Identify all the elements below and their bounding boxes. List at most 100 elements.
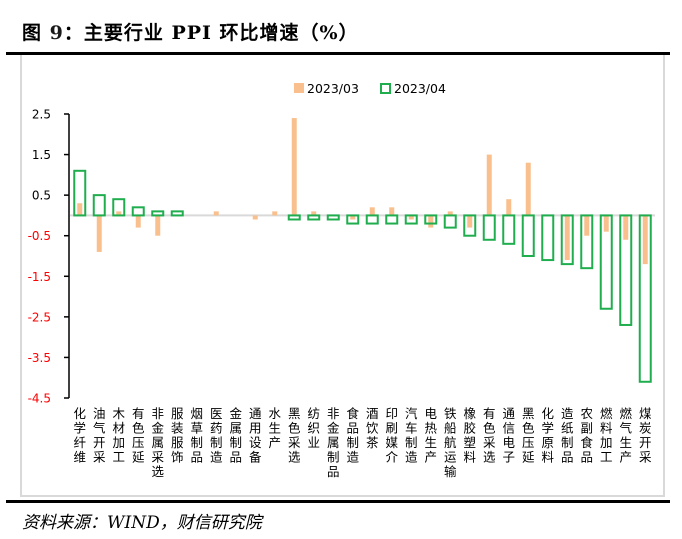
x-category-label: 化学纤维	[73, 406, 86, 465]
x-category-label: 有色采选	[483, 406, 496, 465]
bar-2023-04-17	[385, 214, 399, 225]
x-category-label: 烟草制品	[190, 406, 203, 465]
x-category-label: 通信电子	[502, 406, 515, 465]
y-tick-label: -1.5	[28, 270, 51, 284]
bar-2023-03-20	[447, 211, 453, 216]
bar-2023-03-22	[486, 154, 492, 216]
bar-2023-04-21	[463, 214, 477, 237]
x-category-label: 电热生产	[424, 406, 437, 465]
x-category-label: 非金属采选	[151, 406, 164, 479]
bar-2023-03-16	[369, 207, 375, 216]
bar-2023-04-19	[424, 214, 438, 225]
figure-title-text: ：主要行业 PPI 环比增速（%）	[63, 22, 359, 44]
y-tick-label: -3.5	[28, 351, 51, 365]
bar-2023-03-12	[291, 118, 297, 216]
legend-swatch-2023-03	[294, 83, 304, 93]
bar-2023-04-23	[502, 214, 516, 245]
x-category-label: 汽车制造	[405, 406, 418, 465]
legend: 2023/03 2023/04	[294, 81, 446, 96]
bar-2023-03-26	[564, 215, 570, 261]
legend-swatch-2023-04	[380, 83, 391, 94]
bar-2023-03-17	[389, 207, 395, 216]
series-2023-04-bars	[73, 169, 652, 383]
x-category-label: 医药制造	[210, 406, 223, 465]
source-note: 资料来源：WIND，财信研究院	[22, 513, 262, 533]
bar-2023-03-29	[623, 215, 629, 240]
x-category-label: 酒饮茶	[366, 406, 379, 450]
bar-2023-04-30	[638, 214, 652, 383]
bar-2023-04-24	[521, 214, 535, 258]
bar-2023-04-4	[131, 206, 145, 217]
bar-2023-03-18	[408, 215, 414, 220]
x-category-label: 黑色采选	[288, 406, 301, 465]
x-category-label: 化学原料	[541, 406, 554, 465]
x-category-label: 服装服饰	[171, 406, 184, 465]
bar-2023-04-27	[580, 214, 594, 270]
x-category-label: 食品制造	[346, 406, 359, 465]
bar-2023-04-18	[404, 214, 418, 225]
bar-2023-04-15	[346, 214, 360, 225]
bar-2023-04-2	[92, 194, 106, 217]
series-2023-03-bars	[77, 118, 648, 265]
bar-2023-03-21	[467, 215, 473, 228]
bar-2023-04-13	[307, 214, 321, 221]
bar-2023-04-16	[365, 214, 379, 225]
x-category-label: 燃气生产	[619, 406, 632, 465]
x-axis-category-labels: 化学纤维油气开采木材加工有色压延非金属采选服装服饰烟草制品医药制造金属制品通用设…	[73, 406, 652, 479]
chart-frame	[20, 55, 665, 497]
x-category-label: 水生产	[268, 406, 281, 450]
bar-2023-04-29	[619, 214, 633, 326]
y-tick-label: 0.5	[32, 189, 51, 203]
x-category-label: 燃料加工	[600, 406, 613, 465]
x-category-label: 印刷媒介	[385, 406, 398, 465]
bar-2023-04-20	[443, 214, 457, 229]
x-category-label: 通用设备	[249, 406, 262, 465]
x-category-label: 煤炭开采	[639, 406, 652, 465]
x-category-label: 有色压延	[132, 406, 145, 465]
bar-2023-04-28	[599, 214, 613, 310]
y-tick-label: 2.5	[32, 108, 51, 122]
bar-2023-03-27	[584, 215, 590, 236]
bar-2023-03-4	[135, 215, 141, 228]
bar-2023-03-30	[642, 215, 648, 265]
y-tick-label: -4.5	[28, 392, 51, 406]
figure-title: 图 9：主要行业 PPI 环比增速（%）	[22, 18, 359, 45]
bar-2023-03-19	[428, 215, 434, 228]
bar-2023-03-23	[506, 199, 512, 216]
y-tick-label: -0.5	[28, 229, 51, 243]
bar-2023-04-6	[170, 210, 184, 217]
bar-2023-04-1	[73, 169, 87, 217]
x-category-label: 农副食品	[580, 406, 593, 465]
y-tick-label: -2.5	[28, 310, 51, 324]
figure-title-prefix: 图	[22, 22, 50, 44]
bar-2023-03-3	[116, 211, 122, 216]
bar-2023-03-11	[272, 211, 278, 216]
x-category-label: 油气开采	[93, 406, 106, 465]
x-category-label: 纺织业	[307, 406, 320, 450]
bar-2023-03-5	[155, 215, 161, 236]
bar-2023-03-2	[96, 215, 102, 252]
bar-2023-03-24	[525, 162, 531, 216]
title-rule	[6, 52, 670, 55]
bar-2023-04-12	[287, 214, 301, 221]
x-category-label: 非金属制品	[327, 406, 340, 479]
bar-2023-03-8	[213, 211, 219, 216]
bar-2023-04-22	[482, 214, 496, 241]
legend-label-2023-04: 2023/04	[394, 81, 446, 96]
x-category-label: 铁船航运输	[444, 406, 457, 479]
y-axis: 2.5 1.5 0.5 -0.5 -1.5 -2.5 -3.5 -4.5	[28, 108, 70, 406]
source-rule	[6, 500, 670, 503]
bar-2023-03-10	[252, 215, 258, 220]
bar-2023-03-1	[77, 203, 83, 216]
bar-2023-04-5	[151, 210, 165, 217]
bar-2023-04-14	[326, 214, 340, 221]
bar-2023-03-15	[350, 215, 356, 220]
legend-label-2023-03: 2023/03	[307, 81, 359, 96]
x-category-label: 黑色压延	[522, 406, 535, 465]
y-tick-label: 1.5	[32, 148, 51, 162]
bar-2023-03-28	[603, 215, 609, 232]
x-category-label: 造纸制品	[561, 406, 574, 465]
figure-number: 9	[49, 22, 64, 44]
x-category-label: 木材加工	[112, 406, 125, 465]
